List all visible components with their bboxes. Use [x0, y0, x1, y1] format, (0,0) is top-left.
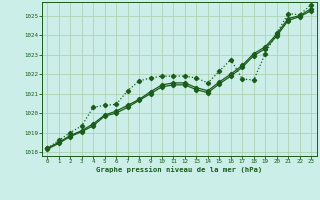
X-axis label: Graphe pression niveau de la mer (hPa): Graphe pression niveau de la mer (hPa)	[96, 167, 262, 173]
